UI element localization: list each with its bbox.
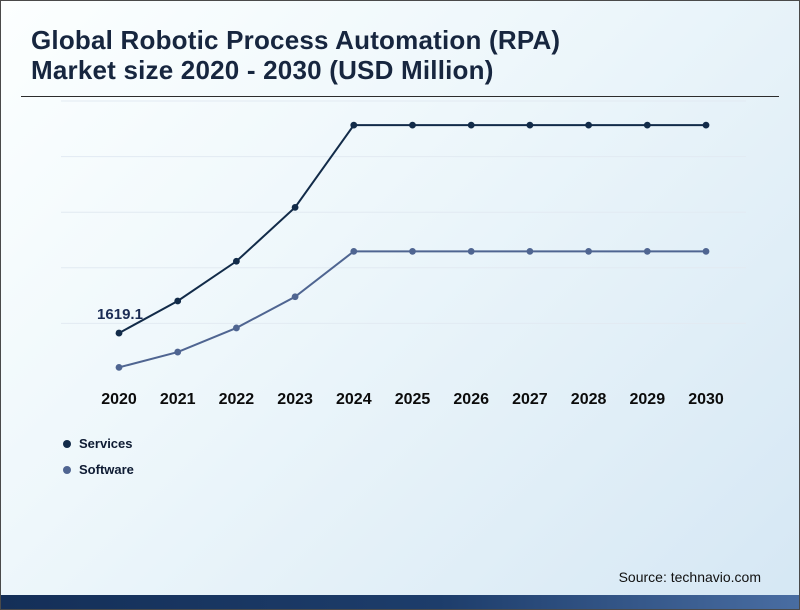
software-legend-dot-icon <box>63 465 71 474</box>
services-legend-dot-icon <box>63 439 71 448</box>
legend-label-software: Software <box>79 462 134 477</box>
data-point-services-2023 <box>291 203 299 211</box>
data-point-software-2026 <box>467 247 475 255</box>
x-axis-label-2030: 2030 <box>688 391 724 408</box>
data-point-services-2027 <box>526 121 534 129</box>
data-point-services-2021 <box>174 297 182 305</box>
chart-title-line1: Global Robotic Process Automation (RPA) <box>31 25 561 55</box>
source-attribution: Source: technavio.com <box>618 569 761 585</box>
legend-item-software: Software <box>63 462 134 477</box>
data-point-software-2030 <box>702 247 710 255</box>
data-point-software-2027 <box>526 247 534 255</box>
data-point-services-2022 <box>233 257 240 265</box>
x-axis-label-2023: 2023 <box>277 391 313 408</box>
x-axis-label-2022: 2022 <box>219 391 255 408</box>
x-axis-label-2021: 2021 <box>160 391 196 408</box>
x-axis-label-2020: 2020 <box>101 391 137 408</box>
data-point-services-2028 <box>585 121 592 129</box>
x-axis-label-2027: 2027 <box>512 391 548 408</box>
data-point-services-2025 <box>409 121 416 129</box>
data-point-services-2020 <box>115 329 123 337</box>
data-point-services-2029 <box>643 121 651 129</box>
legend-label-services: Services <box>79 436 133 451</box>
data-point-software-2021 <box>174 348 182 356</box>
x-axis-label-2029: 2029 <box>630 391 666 408</box>
data-point-software-2029 <box>643 247 651 255</box>
data-point-services-2024 <box>350 121 358 129</box>
data-point-software-2020 <box>115 363 123 371</box>
chart-area: 2020 2021 2022 2023 2024 2025 2026 2027 2028 2029… <box>1 91 800 421</box>
chart-title: Global Robotic Process Automation (RPA) … <box>31 25 769 86</box>
chart-svg: 2020 2021 2022 2023 2024 2025 2026 2027 2028 2029… <box>61 100 746 408</box>
title-divider <box>21 96 779 97</box>
data-point-services-2030 <box>702 121 710 129</box>
chart-title-line2: Market size 2020 - 2030 (USD Million) <box>31 55 494 86</box>
bottom-accent-bar <box>1 595 799 609</box>
x-axis-label-2025: 2025 <box>395 391 431 408</box>
data-point-services-2026 <box>467 121 475 129</box>
x-axis-label-2028: 2028 <box>571 391 607 408</box>
series-line-software <box>118 250 706 369</box>
data-point-software-2024 <box>350 247 358 255</box>
legend-item-services: Services <box>63 436 134 451</box>
data-point-software-2028 <box>585 247 592 255</box>
legend: Services Software <box>63 436 134 477</box>
data-point-software-2025 <box>409 247 416 255</box>
x-axis-label-2024: 2024 <box>336 391 372 408</box>
data-point-software-2023 <box>291 293 299 301</box>
data-label-services-2020: 1619.1 <box>97 306 143 323</box>
data-point-software-2022 <box>233 324 240 332</box>
x-axis-label-2026: 2026 <box>453 391 489 408</box>
